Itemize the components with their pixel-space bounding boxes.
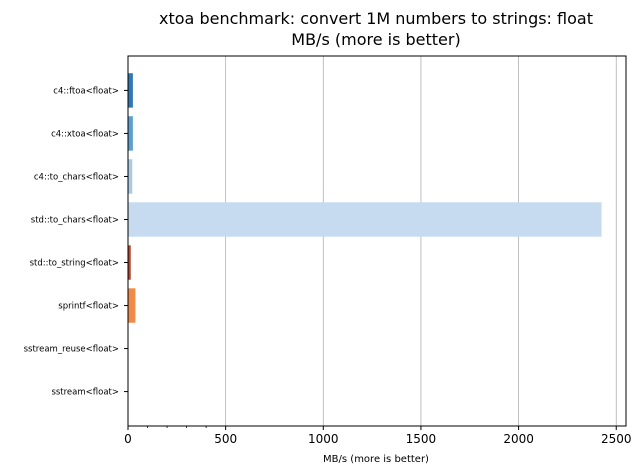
chart-subtitle: MB/s (more is better) xyxy=(291,30,460,49)
x-tick-label: 1500 xyxy=(406,432,437,446)
bar xyxy=(128,288,136,323)
x-tick-label: 500 xyxy=(214,432,237,446)
bar xyxy=(128,159,133,194)
y-tick-label: sprintf<float> xyxy=(58,302,119,312)
bar xyxy=(128,73,133,108)
x-tick-label: 2000 xyxy=(503,432,534,446)
chart-title: xtoa benchmark: convert 1M numbers to st… xyxy=(159,9,593,28)
y-tick-label: c4::xtoa<float> xyxy=(51,129,119,139)
y-tick-label: c4::to_chars<float> xyxy=(34,172,119,182)
x-tick-label: 1000 xyxy=(308,432,339,446)
plot-area-frame xyxy=(127,55,627,427)
x-tick-label: 0 xyxy=(124,432,132,446)
y-tick-label: c4::ftoa<float> xyxy=(53,86,119,96)
y-axis: c4::ftoa<float>c4::xtoa<float>c4::to_cha… xyxy=(24,86,128,398)
bar xyxy=(128,202,602,237)
x-axis-label: MB/s (more is better) xyxy=(323,454,429,465)
y-tick-label: std::to_chars<float> xyxy=(31,215,119,225)
y-tick-label: std::to_string<float> xyxy=(30,259,119,269)
bar xyxy=(128,116,133,151)
x-tick-label: 2500 xyxy=(601,432,632,446)
bar xyxy=(128,245,131,280)
bars xyxy=(128,73,602,409)
y-tick-label: sstream_reuse<float> xyxy=(24,345,119,355)
x-axis: 0 500 1000 1500 2000 2500 xyxy=(124,426,632,446)
y-tick-label: sstream<float> xyxy=(51,388,119,398)
grid-lines xyxy=(225,56,617,426)
